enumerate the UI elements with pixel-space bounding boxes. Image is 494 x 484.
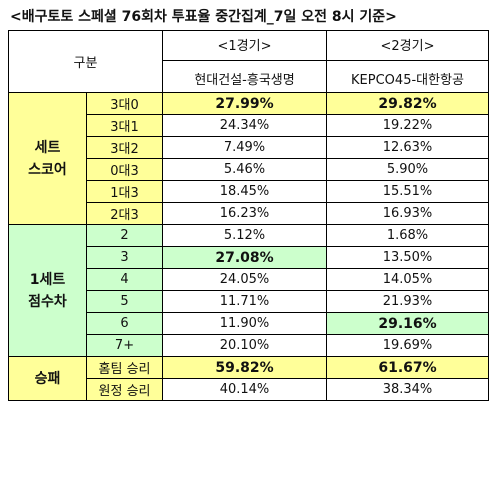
table-cell-g1: 5.46% (162, 158, 328, 181)
table-cell-g2: 1.68% (326, 224, 490, 247)
table-cell-g1: 24.05% (162, 268, 328, 291)
category-set-score: 세트 스코어 (8, 92, 87, 225)
table-cell-g1: 7.49% (162, 136, 328, 159)
table-cell-g2: 14.05% (326, 268, 490, 291)
row-label: 3대1 (85, 114, 164, 137)
table-cell-g2: 12.63% (326, 136, 490, 159)
table-cell-g2: 16.93% (326, 202, 490, 225)
header-gubun: 구분 (7, 30, 164, 93)
table-cell-g1: 5.12% (162, 224, 328, 247)
table-cell-g1: 16.23% (162, 202, 328, 225)
table-cell-g1: 59.82% (162, 356, 328, 379)
table-cell-g1: 27.99% (162, 92, 328, 115)
row-label: 7+ (85, 334, 164, 357)
category-point-diff: 1세트 점수차 (8, 224, 87, 357)
table-cell-g2: 13.50% (326, 246, 490, 269)
category-line: 스코어 (28, 161, 67, 178)
table-cell-g1: 27.08% (162, 246, 328, 269)
row-label: 3대0 (85, 92, 164, 115)
vote-rate-table: 구분 <1경기> <2경기> 현대건설-흥국생명 KEPCO45-대한항공 세트… (7, 30, 490, 401)
category-win-loss: 승패 (8, 356, 87, 401)
row-label: 4 (85, 268, 164, 291)
row-label: 2대3 (85, 202, 164, 225)
table-cell-g2: 29.82% (326, 92, 490, 115)
row-label: 6 (85, 312, 164, 335)
row-label: 3대2 (85, 136, 164, 159)
table-cell-g2: 29.16% (326, 312, 490, 335)
header-round-2: <2경기> (326, 30, 490, 61)
row-label: 2 (85, 224, 164, 247)
table-cell-g2: 19.22% (326, 114, 490, 137)
table-cell-g2: 5.90% (326, 158, 490, 181)
header-match-1: 현대건설-흥국생명 (162, 60, 328, 93)
category-line: 세트 (34, 139, 61, 156)
table-cell-g2: 21.93% (326, 290, 490, 313)
category-line: 승패 (34, 370, 61, 387)
header-match-2: KEPCO45-대한항공 (326, 60, 490, 93)
table-cell-g1: 24.34% (162, 114, 328, 137)
table-cell-g1: 11.71% (162, 290, 328, 313)
table-cell-g2: 61.67% (326, 356, 490, 379)
row-label: 0대3 (85, 158, 164, 181)
table-cell-g2: 15.51% (326, 180, 490, 203)
row-label: 3 (85, 246, 164, 269)
category-line: 1세트 (29, 271, 66, 288)
row-label: 5 (85, 290, 164, 313)
table-cell-g1: 11.90% (162, 312, 328, 335)
table-cell-g1: 40.14% (162, 378, 328, 401)
table-cell-g1: 20.10% (162, 334, 328, 357)
row-label: 1대3 (85, 180, 164, 203)
row-label: 홈팀 승리 (85, 356, 164, 379)
table-cell-g1: 18.45% (162, 180, 328, 203)
category-line: 점수차 (28, 293, 67, 310)
header-round-1: <1경기> (162, 30, 328, 61)
row-label: 원정 승리 (85, 378, 164, 401)
table-cell-g2: 19.69% (326, 334, 490, 357)
page-title: <배구토토 스페셜 76회차 투표율 중간집계_7일 오전 8시 기준> (10, 9, 397, 25)
table-cell-g2: 38.34% (326, 378, 490, 401)
